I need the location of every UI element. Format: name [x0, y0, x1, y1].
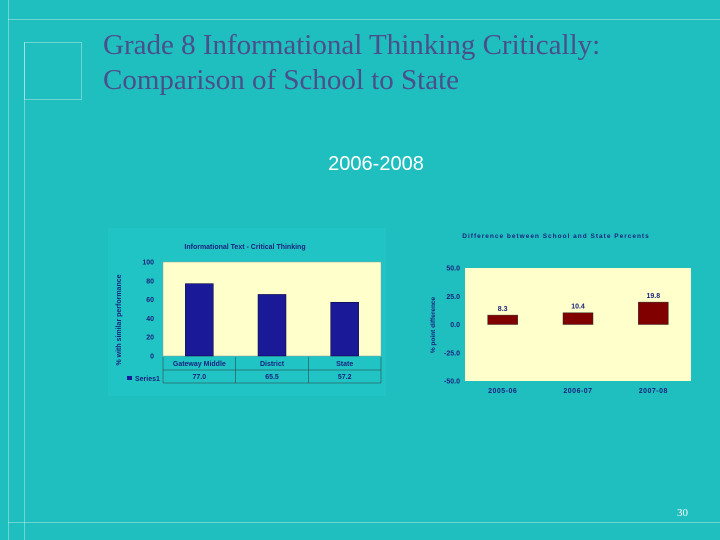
- right-ytick-label: -25.0: [444, 350, 460, 357]
- left-bar: [185, 283, 214, 357]
- right-value-label: 10.4: [571, 304, 585, 311]
- right-bar: [487, 314, 518, 325]
- frame-corner-box: [24, 42, 82, 100]
- left-value-label: 65.5: [265, 374, 279, 381]
- right-ytick-label: 0.0: [450, 322, 460, 329]
- left-ytick-label: 80: [146, 278, 154, 285]
- left-category-label: District: [260, 361, 285, 368]
- right-bar: [638, 301, 669, 325]
- legend-label-series1: Series1: [135, 376, 160, 383]
- right-ytick-label: 50.0: [446, 266, 460, 273]
- frame-line-left-outer: [8, 0, 9, 540]
- left-ytick-label: 20: [146, 335, 154, 342]
- left-ytick-label: 60: [146, 297, 154, 304]
- left-chart-ylabel: % with similar performance: [116, 274, 123, 365]
- frame-line-left-inner: [24, 42, 25, 540]
- left-value-label: 57.2: [338, 374, 352, 381]
- right-chart-ylabel: % point difference: [430, 296, 437, 353]
- left-ytick-label: 40: [146, 316, 154, 323]
- right-chart-title: Difference between School and State Perc…: [462, 233, 649, 240]
- slide-title-line1: Grade 8 Informational Thinking Criticall…: [103, 29, 601, 61]
- left-category-label: State: [336, 361, 353, 368]
- left-chart-title: Informational Text - Critical Thinking: [184, 244, 305, 251]
- frame-line-bottom: [8, 522, 720, 523]
- left-bar: [330, 301, 359, 357]
- right-ytick-label: -50.0: [444, 379, 460, 386]
- left-ytick-label: 0: [150, 354, 154, 361]
- left-value-label: 77.0: [193, 374, 207, 381]
- right-ytick-label: 25.0: [446, 294, 460, 301]
- left-ytick-label: 100: [142, 260, 154, 267]
- slide-title: Grade 8 Informational Thinking Criticall…: [103, 28, 703, 98]
- right-category-label: 2007-08: [639, 388, 668, 395]
- right-value-label: 19.8: [647, 293, 661, 300]
- page-number: 30: [677, 507, 688, 519]
- legend-key-series1: [127, 376, 132, 380]
- right-value-label: 8.3: [498, 306, 508, 313]
- slide-subtitle: 2006-2008: [328, 153, 424, 175]
- left-category-label: Gateway Middle: [173, 361, 226, 368]
- right-bar: [562, 312, 594, 325]
- right-category-label: 2006-07: [563, 388, 592, 395]
- slide-title-line2: Comparison of School to State: [103, 64, 460, 96]
- right-category-label: 2005-06: [488, 388, 517, 395]
- left-bar: [257, 294, 287, 357]
- frame-line-top: [8, 19, 720, 20]
